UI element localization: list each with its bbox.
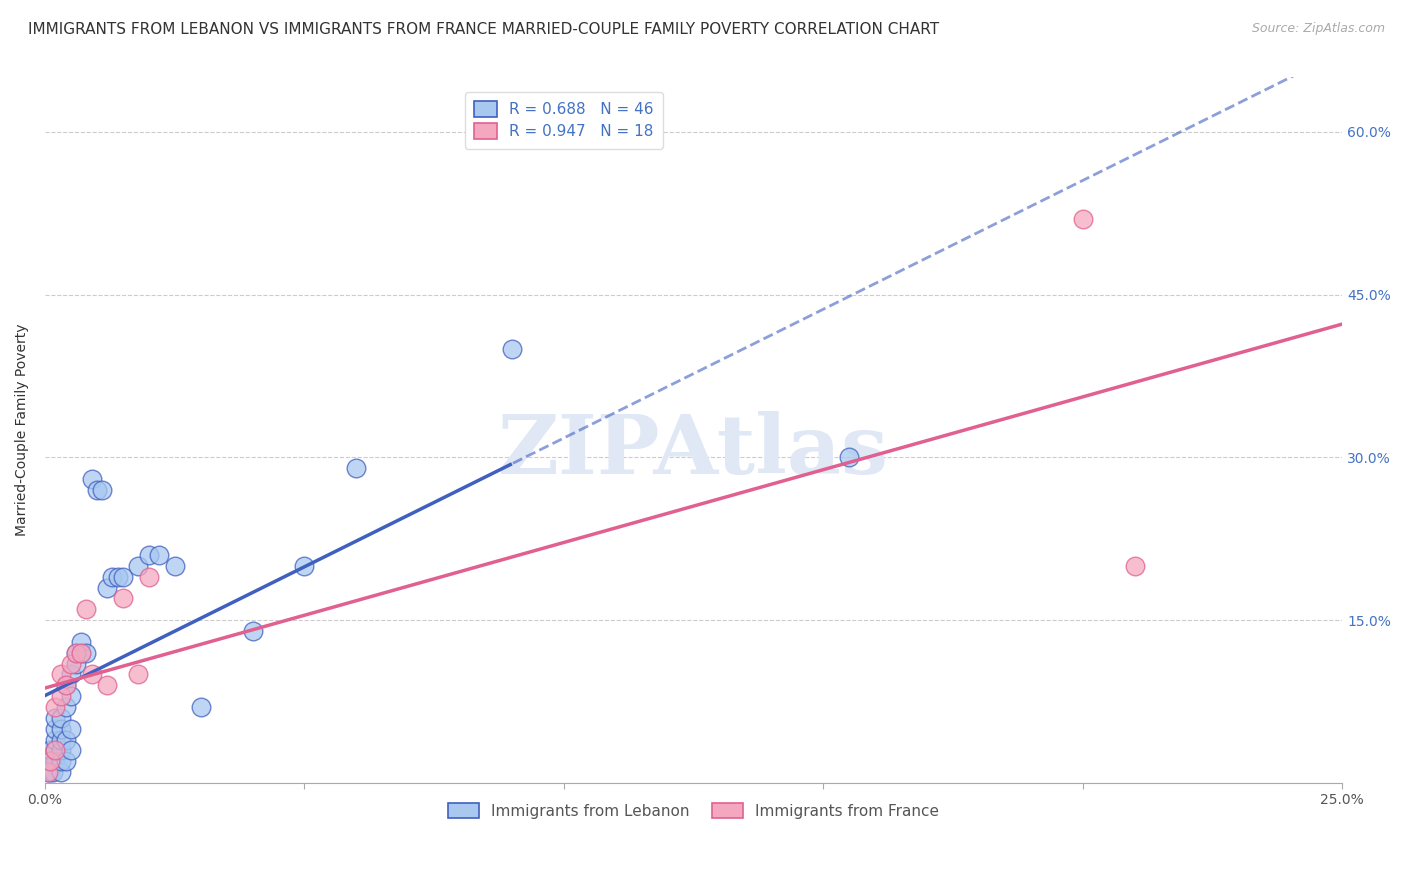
Point xyxy=(138,548,160,562)
Point xyxy=(80,667,103,681)
Point xyxy=(44,722,66,736)
Point xyxy=(838,450,860,465)
Point xyxy=(49,732,72,747)
Point xyxy=(501,342,523,356)
Point xyxy=(138,570,160,584)
Point xyxy=(163,558,186,573)
Point xyxy=(294,558,316,573)
Point xyxy=(111,591,134,606)
Point xyxy=(190,700,212,714)
Point xyxy=(59,689,82,703)
Point xyxy=(49,743,72,757)
Point xyxy=(44,743,66,757)
Point xyxy=(55,755,77,769)
Point xyxy=(44,743,66,757)
Point xyxy=(70,646,93,660)
Point xyxy=(1123,558,1146,573)
Point xyxy=(49,755,72,769)
Point xyxy=(86,483,108,497)
Point xyxy=(39,755,62,769)
Point xyxy=(39,755,62,769)
Point xyxy=(70,646,93,660)
Point xyxy=(39,743,62,757)
Point xyxy=(242,624,264,638)
Point xyxy=(55,700,77,714)
Point xyxy=(76,646,98,660)
Point xyxy=(80,472,103,486)
Point xyxy=(344,461,367,475)
Point xyxy=(37,765,59,780)
Point xyxy=(96,678,118,692)
Point xyxy=(44,711,66,725)
Point xyxy=(49,722,72,736)
Point xyxy=(44,732,66,747)
Point xyxy=(59,743,82,757)
Point xyxy=(44,755,66,769)
Point xyxy=(91,483,114,497)
Text: Source: ZipAtlas.com: Source: ZipAtlas.com xyxy=(1251,22,1385,36)
Point xyxy=(1071,211,1094,226)
Point xyxy=(49,667,72,681)
Point xyxy=(127,667,149,681)
Point xyxy=(55,678,77,692)
Y-axis label: Married-Couple Family Poverty: Married-Couple Family Poverty xyxy=(15,324,30,536)
Point xyxy=(59,667,82,681)
Point xyxy=(65,657,87,671)
Point xyxy=(55,678,77,692)
Legend: Immigrants from Lebanon, Immigrants from France: Immigrants from Lebanon, Immigrants from… xyxy=(441,797,945,825)
Point xyxy=(49,711,72,725)
Point xyxy=(107,570,129,584)
Point xyxy=(49,689,72,703)
Point xyxy=(96,581,118,595)
Point xyxy=(42,765,65,780)
Point xyxy=(55,732,77,747)
Point xyxy=(37,765,59,780)
Point xyxy=(59,657,82,671)
Point xyxy=(127,558,149,573)
Point xyxy=(44,700,66,714)
Text: ZIPAtlas: ZIPAtlas xyxy=(498,411,889,491)
Point xyxy=(76,602,98,616)
Point xyxy=(111,570,134,584)
Point xyxy=(65,646,87,660)
Text: IMMIGRANTS FROM LEBANON VS IMMIGRANTS FROM FRANCE MARRIED-COUPLE FAMILY POVERTY : IMMIGRANTS FROM LEBANON VS IMMIGRANTS FR… xyxy=(28,22,939,37)
Point xyxy=(65,646,87,660)
Point xyxy=(148,548,170,562)
Point xyxy=(101,570,124,584)
Point xyxy=(49,765,72,780)
Point xyxy=(39,765,62,780)
Point xyxy=(59,722,82,736)
Point xyxy=(70,635,93,649)
